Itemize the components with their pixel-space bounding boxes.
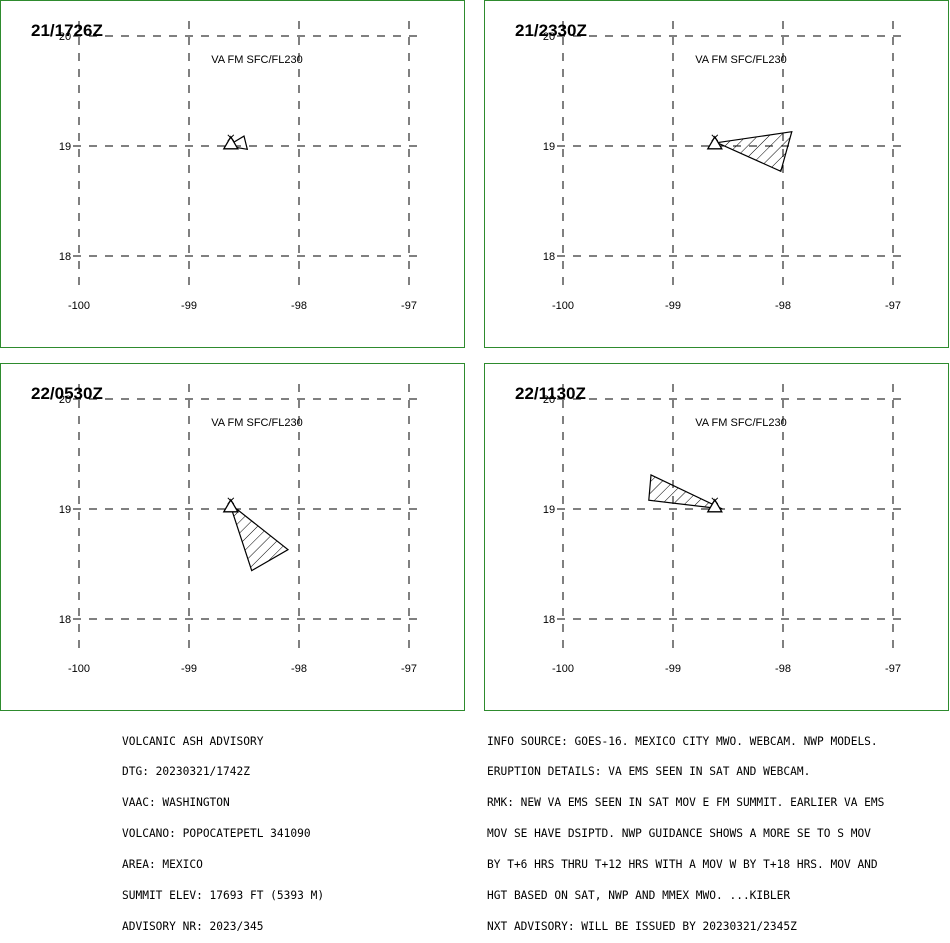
ash-cloud-polygon <box>648 473 723 510</box>
eruption-mark-icon <box>227 134 235 142</box>
ash-cloud-polygon <box>714 130 793 173</box>
longitude-label: -99 <box>181 300 197 312</box>
ash-layer-label: VA FM SFC/FL230 <box>695 417 787 429</box>
map-panel-2: -100 -99 -98 -97 20 19 18 21/2330Z VA FM SFC/FL2… <box>484 0 949 348</box>
advisory-line: INFO SOURCE: GOES-16. MEXICO CITY MWO. W… <box>487 734 878 748</box>
advisory-line: AREA: MEXICO <box>122 858 203 872</box>
longitude-label: -100 <box>552 300 574 312</box>
longitude-label: -98 <box>291 300 307 312</box>
volcano-icon <box>706 135 723 150</box>
advisory-line: VOLCANO: POPOCATEPETL 341090 <box>122 827 311 841</box>
longitude-label: -97 <box>401 663 417 675</box>
latitude-label: 19 <box>543 141 555 153</box>
ash-layer-label: VA FM SFC/FL230 <box>695 54 787 66</box>
longitude-label: -98 <box>775 663 791 675</box>
longitude-label: -100 <box>68 663 90 675</box>
advisory-line: MOV SE HAVE DSIPTD. NWP GUIDANCE SHOWS A… <box>487 827 871 841</box>
advisory-line: SUMMIT ELEV: 17693 FT (5393 M) <box>122 889 325 903</box>
advisory-line: HGT BASED ON SAT, NWP AND MMEX MWO. ...K… <box>487 889 791 903</box>
map-canvas-1: -100 -99 -98 -97 20 19 18 21/1726Z VA FM SFC/FL2… <box>31 21 421 312</box>
latitude-label: 20 <box>59 394 71 406</box>
advisory-line: ADVISORY NR: 2023/345 <box>122 919 264 933</box>
valid-time-label: 21/1726Z <box>31 21 103 40</box>
advisory-line: NXT ADVISORY: WILL BE ISSUED BY 20230321… <box>487 919 797 933</box>
advisory-line: VAAC: WASHINGTON <box>122 796 230 810</box>
latitude-label: 18 <box>543 614 555 626</box>
volcano-icon <box>706 498 723 513</box>
latitude-label: 20 <box>543 31 555 43</box>
volcano-icon <box>222 498 239 513</box>
valid-time-label: 21/2330Z <box>515 21 587 40</box>
latitude-label: 19 <box>59 504 71 516</box>
advisory-line: DTG: 20230321/1742Z <box>122 765 250 779</box>
longitude-label: -97 <box>885 300 901 312</box>
longitude-label: -100 <box>552 663 574 675</box>
longitude-label: -98 <box>291 663 307 675</box>
map-canvas-3: -100 -99 -98 -97 20 19 18 22/0530Z VA FM SFC/FL2… <box>31 384 421 675</box>
map-panel-3: -100 -99 -98 -97 20 19 18 22/0530Z VA FM SFC/FL2… <box>0 363 465 711</box>
longitude-label: -100 <box>68 300 90 312</box>
map-canvas-2: -100 -99 -98 -97 20 19 18 21/2330Z VA FM SFC/FL2… <box>515 21 905 312</box>
advisory-details-block: INFO SOURCE: GOES-16. MEXICO CITY MWO. W… <box>487 716 884 943</box>
eruption-mark-icon <box>711 497 719 505</box>
volcano-icon <box>222 135 239 150</box>
ash-cloud-polygon <box>228 501 290 572</box>
map-panel-1: -100 -99 -98 -97 20 19 18 21/1726Z VA FM SFC/FL2… <box>0 0 465 348</box>
map-panel-4: -100 -99 -98 -97 20 19 18 22/1130Z VA FM SFC/FL2… <box>484 363 949 711</box>
eruption-mark-icon <box>227 497 235 505</box>
longitude-label: -97 <box>885 663 901 675</box>
advisory-line: ERUPTION DETAILS: VA EMS SEEN IN SAT AND… <box>487 765 811 779</box>
latitude-label: 19 <box>59 141 71 153</box>
valid-time-label: 22/1130Z <box>515 384 586 403</box>
valid-time-label: 22/0530Z <box>31 384 103 403</box>
map-canvas-4: -100 -99 -98 -97 20 19 18 22/1130Z VA FM SFC/FL2… <box>515 384 905 675</box>
advisory-line: VOLCANIC ASH ADVISORY <box>122 734 264 748</box>
advisory-line: BY T+6 HRS THRU T+12 HRS WITH A MOV W BY… <box>487 858 878 872</box>
ash-layer-label: VA FM SFC/FL230 <box>211 54 303 66</box>
latitude-label: 18 <box>543 251 555 263</box>
longitude-label: -99 <box>665 663 681 675</box>
eruption-mark-icon <box>711 134 719 142</box>
longitude-label: -97 <box>401 300 417 312</box>
advisory-line: RMK: NEW VA EMS SEEN IN SAT MOV E FM SUM… <box>487 796 885 810</box>
ash-layer-label: VA FM SFC/FL230 <box>211 417 303 429</box>
longitude-label: -98 <box>775 300 791 312</box>
advisory-header-block: VOLCANIC ASH ADVISORY DTG: 20230321/1742… <box>122 716 324 943</box>
longitude-label: -99 <box>181 663 197 675</box>
latitude-label: 18 <box>59 614 71 626</box>
longitude-label: -99 <box>665 300 681 312</box>
latitude-label: 20 <box>59 31 71 43</box>
latitude-label: 20 <box>543 394 555 406</box>
latitude-label: 19 <box>543 504 555 516</box>
latitude-label: 18 <box>59 251 71 263</box>
